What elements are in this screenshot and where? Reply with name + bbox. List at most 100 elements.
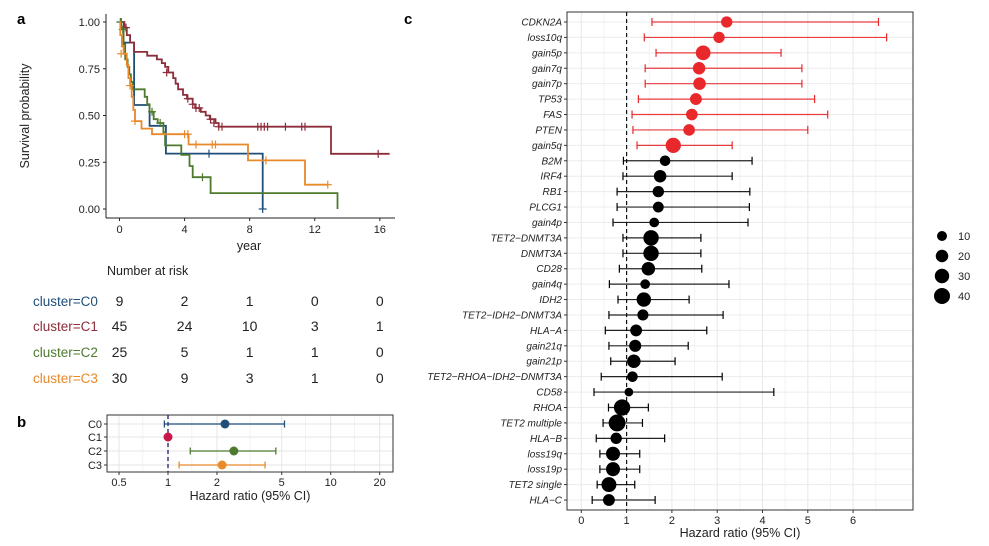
hrc-point xyxy=(641,261,656,276)
hrc-row xyxy=(604,324,708,337)
hrc-point xyxy=(652,185,664,198)
hrc-point xyxy=(613,399,631,416)
risk-count: 1 xyxy=(376,318,384,334)
hrc-y-tick-label: CD28 xyxy=(536,264,562,275)
hrc-y-tick-label: CD58 xyxy=(536,388,562,399)
risk-count: 10 xyxy=(242,318,258,334)
risk-row: cluster=C2 25 5 1 1 0 xyxy=(33,344,384,360)
hrc-x-tick-label: 6 xyxy=(850,515,856,527)
risk-count: 1 xyxy=(246,344,254,360)
hrb-x-tick-label: 10 xyxy=(325,477,337,489)
risk-row-label: cluster=C0 xyxy=(33,294,98,309)
hrc-row xyxy=(618,261,703,276)
risk-table: Number at risk cluster=C0 9 2 1 0 0cluster=C1… xyxy=(33,264,384,386)
hrc-y-tick-label: gain21q xyxy=(526,341,562,352)
km-x-tick-label: 8 xyxy=(247,224,253,236)
hrc-row xyxy=(616,201,750,213)
hrc-point xyxy=(695,45,711,61)
hrc-point xyxy=(630,324,643,337)
hrc-point xyxy=(692,62,706,75)
risk-row-label: cluster=C2 xyxy=(33,345,98,360)
hrc-point xyxy=(652,201,664,213)
hrc-row xyxy=(622,245,702,261)
hrc-y-tick-label: RB1 xyxy=(543,187,562,198)
hrb-x-tick-label: 1 xyxy=(165,477,171,489)
risk-count: 0 xyxy=(311,293,319,309)
hrc-y-tick-label: PTEN xyxy=(535,125,562,136)
hrc-point xyxy=(721,16,733,28)
hrb-row-c2 xyxy=(189,446,277,456)
km-curve xyxy=(119,21,328,186)
hrc-point xyxy=(643,245,659,261)
km-plot: 0 4 8 12 16 0.00 0.25 0.50 0.75 1.00 year Surviva… xyxy=(18,14,395,253)
km-y-tick-label: 0.25 xyxy=(79,157,100,169)
hrc-y-tick-label: gain4q xyxy=(532,280,562,291)
hrc-row xyxy=(599,446,641,461)
risk-count: 9 xyxy=(181,370,189,386)
legend-size-key xyxy=(934,268,950,284)
hrc-y-tick-label: FAS xyxy=(543,110,562,121)
hrc-point xyxy=(627,371,638,382)
risk-row: cluster=C0 9 2 1 0 0 xyxy=(33,293,384,309)
hrb-point xyxy=(217,460,227,470)
hrc-point xyxy=(605,446,621,461)
hrc-point xyxy=(608,414,626,432)
hrb-y-tick-label: C0 xyxy=(88,419,102,431)
risk-count: 0 xyxy=(376,370,384,386)
risk-count: 25 xyxy=(112,344,128,360)
hrc-y-tick-label: HLA−C xyxy=(529,496,562,507)
hrb-x-tick-label: 0.5 xyxy=(111,477,126,489)
hrb-x-axis-title: Hazard ratio (95% CI) xyxy=(190,489,311,503)
hrb-x-tick-label: 5 xyxy=(279,477,285,489)
hrc-row xyxy=(644,62,803,75)
risk-count: 0 xyxy=(376,293,384,309)
risk-count: 3 xyxy=(246,370,254,386)
hrb-point xyxy=(229,446,239,456)
hrc-y-tick-label: gain5q xyxy=(532,141,562,152)
hrc-point xyxy=(605,462,621,477)
hrc-y-tick-label: TET2−DNMT3A xyxy=(491,233,563,244)
hrc-panel-border xyxy=(566,11,914,511)
risk-count: 3 xyxy=(311,318,319,334)
hrc-row xyxy=(595,432,666,445)
hrc-row xyxy=(599,462,641,477)
hrc-point xyxy=(713,31,725,44)
km-y-tick-label: 0.75 xyxy=(79,64,100,76)
hrc-y-tick-label: TET2 multiple xyxy=(500,418,562,429)
hrc-y-tick-label: gain7p xyxy=(532,79,562,90)
risk-row: cluster=C1 45 24 10 3 1 xyxy=(33,318,384,334)
hrc-row xyxy=(632,124,809,136)
hrc-point xyxy=(683,124,695,136)
hrc-point xyxy=(653,169,667,183)
hrc-point xyxy=(665,137,681,153)
hrc-point xyxy=(693,77,706,90)
risk-count: 24 xyxy=(177,318,193,334)
hrc-row xyxy=(622,155,753,167)
hrc-x-tick-label: 5 xyxy=(805,515,811,527)
panel-letter-b: b xyxy=(17,414,26,431)
hrc-point xyxy=(601,477,617,493)
hrb-y-tick-label: C3 xyxy=(88,460,102,472)
hrc-point xyxy=(659,155,671,167)
hrc-y-tick-label: IDH2 xyxy=(539,295,562,306)
km-x-tick-label: 16 xyxy=(374,224,386,236)
hrc-y-tick-label: TET2 single xyxy=(509,480,563,491)
hrb-panel-border xyxy=(106,414,394,473)
km-x-tick-label: 0 xyxy=(116,224,122,236)
km-x-axis-title: year xyxy=(237,239,261,253)
km-series-c3 xyxy=(117,21,332,189)
hrc-y-tick-label: CDKN2A xyxy=(521,18,562,29)
hrc-y-tick-label: gain7q xyxy=(532,64,562,75)
hrc-row xyxy=(637,93,816,106)
hrb-row-c1 xyxy=(163,432,173,442)
hrc-row xyxy=(596,477,636,493)
risk-count: 30 xyxy=(112,370,128,386)
hrc-x-tick-label: 1 xyxy=(624,515,630,527)
legend-size-label: 20 xyxy=(958,251,970,263)
risk-row: cluster=C3 30 9 3 1 0 xyxy=(33,370,384,386)
risk-row-label: cluster=C3 xyxy=(33,371,98,386)
hrc-x-axis-title: Hazard ratio (95% CI) xyxy=(680,526,801,540)
hrc-point xyxy=(627,354,641,368)
hrc-row xyxy=(616,185,751,198)
